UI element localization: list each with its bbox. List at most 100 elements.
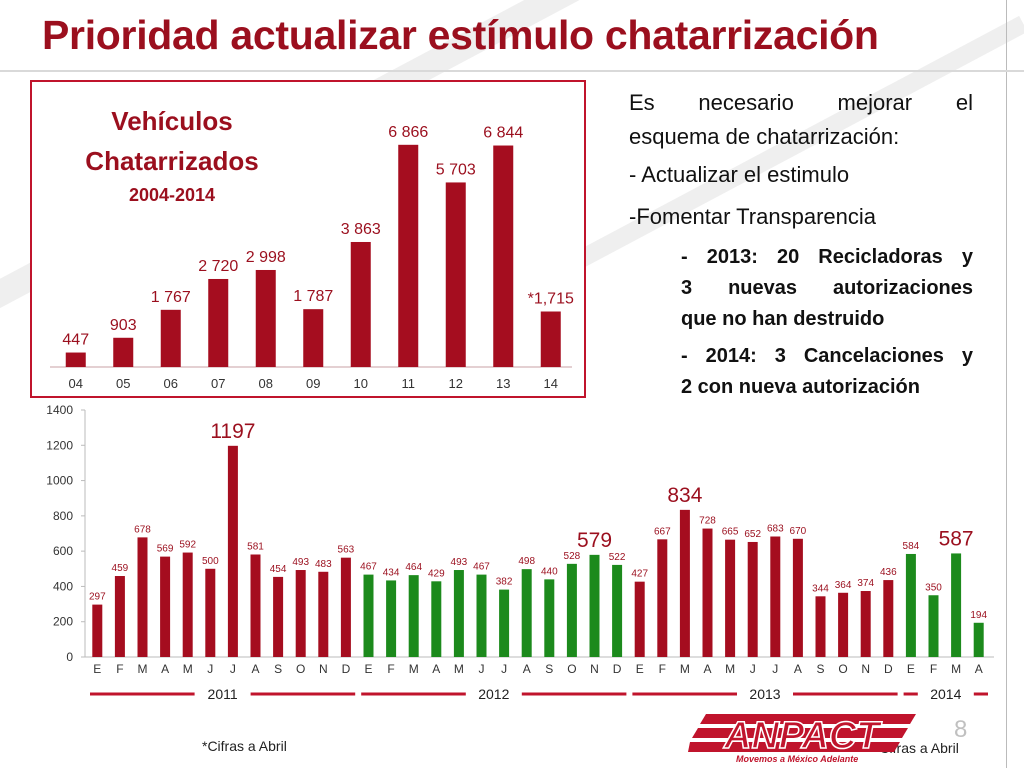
monthly-highlight-label: 587 <box>939 527 974 550</box>
logo-wordmark: ANPACT <box>723 715 882 757</box>
annual-data-label: *1,715 <box>528 291 574 308</box>
monthly-data-label: 429 <box>428 568 445 579</box>
annual-data-label: 2 998 <box>246 249 286 266</box>
monthly-bar <box>363 574 374 657</box>
footnote-left: *Cifras a Abril <box>202 738 287 754</box>
monthly-month-label: O <box>838 662 847 676</box>
monthly-data-label: 382 <box>496 577 513 588</box>
annual-tick-label: 04 <box>69 376 83 391</box>
monthly-data-label: 344 <box>812 583 829 594</box>
annual-data-label: 5 703 <box>436 161 476 178</box>
annual-bar <box>255 269 276 367</box>
annual-bar <box>208 278 229 367</box>
annual-tick-label: 10 <box>354 376 368 391</box>
monthly-y-tick-label: 800 <box>53 509 73 523</box>
sub-2014-line2: 2 con nueva autorización <box>681 376 920 398</box>
page-title: Prioridad actualizar estímulo chatarriza… <box>42 12 879 58</box>
monthly-month-label: A <box>703 662 711 676</box>
annual-tick-label: 08 <box>259 376 273 391</box>
monthly-data-label: 670 <box>790 526 807 537</box>
monthly-bar <box>860 591 871 657</box>
year-group-label-box <box>465 683 522 705</box>
year-group-label: 2014 <box>930 686 961 702</box>
monthly-month-label: E <box>636 662 644 676</box>
monthly-y-tick-label: 1000 <box>46 474 73 488</box>
monthly-y-tick-label: 400 <box>53 579 73 593</box>
annual-tick-label: 09 <box>306 376 320 391</box>
year-group-label-box <box>194 683 251 705</box>
annual-bar <box>540 311 561 367</box>
monthly-bar <box>205 568 216 657</box>
monthly-month-label: M <box>183 662 193 676</box>
monthly-data-label: 297 <box>89 592 106 603</box>
monthly-month-label: S <box>274 662 282 676</box>
annual-data-label: 2 720 <box>198 258 238 275</box>
monthly-month-label: S <box>816 662 824 676</box>
monthly-data-label: 652 <box>744 529 761 540</box>
monthly-month-label: J <box>230 662 236 676</box>
annual-bar <box>350 241 371 367</box>
monthly-month-label: J <box>750 662 756 676</box>
edge-line <box>1006 0 1007 768</box>
monthly-month-label: A <box>975 662 983 676</box>
annual-data-label: 1 767 <box>151 289 191 306</box>
annual-data-label: 903 <box>110 317 137 334</box>
monthly-bar <box>883 580 894 657</box>
monthly-month-label: M <box>725 662 735 676</box>
monthly-month-label: J <box>772 662 778 676</box>
monthly-data-label: 592 <box>179 540 196 551</box>
monthly-data-label: 493 <box>292 557 309 568</box>
monthly-month-label: M <box>409 662 419 676</box>
monthly-month-label: M <box>680 662 690 676</box>
monthly-month-label: E <box>93 662 101 676</box>
monthly-bar <box>521 569 532 657</box>
monthly-data-label: 434 <box>383 567 400 578</box>
annual-bar <box>113 337 134 367</box>
monthly-month-label: F <box>930 662 937 676</box>
monthly-bar <box>951 553 962 657</box>
monthly-bar <box>453 570 464 657</box>
monthly-month-label: E <box>907 662 915 676</box>
monthly-bar <box>295 570 306 657</box>
page-number: 8 <box>954 716 968 743</box>
monthly-bar <box>905 553 916 657</box>
monthly-bar <box>566 563 577 657</box>
year-group-label: 2013 <box>749 686 780 702</box>
monthly-bar <box>702 528 713 657</box>
monthly-bar <box>815 596 826 657</box>
annual-bar <box>398 144 419 367</box>
monthly-bar <box>137 537 148 657</box>
monthly-data-label: 584 <box>903 541 920 552</box>
annual-data-label: 6 866 <box>388 124 428 141</box>
monthly-data-label: 500 <box>202 556 219 567</box>
monthly-bar <box>340 557 351 657</box>
monthly-month-label: A <box>523 662 531 676</box>
monthly-month-label: D <box>342 662 351 676</box>
monthly-month-label: N <box>590 662 599 676</box>
monthly-data-label: 427 <box>631 569 648 580</box>
monthly-bar <box>182 552 193 657</box>
monthly-data-label: 522 <box>609 552 626 563</box>
sub-2014-line1: - 2014: 3 Cancelaciones y <box>681 345 973 367</box>
monthly-bar <box>227 445 238 657</box>
monthly-bar <box>408 575 419 657</box>
annual-tick-label: 06 <box>164 376 178 391</box>
year-group-label-box <box>917 683 974 705</box>
monthly-data-label: 563 <box>338 545 355 556</box>
monthly-data-label: 667 <box>654 526 671 537</box>
monthly-month-label: D <box>613 662 622 676</box>
monthly-month-label: O <box>567 662 576 676</box>
monthly-bar <box>250 554 261 657</box>
monthly-month-label: M <box>951 662 961 676</box>
monthly-data-label: 678 <box>134 524 151 535</box>
monthly-month-label: M <box>454 662 464 676</box>
intro-line1: Es necesario mejorar el <box>629 90 973 115</box>
sub-2013-line2: 3 nuevas autorizaciones <box>681 277 973 299</box>
monthly-bar-chart: 0 200 400 600 800 1000 1200 1400 297 E 459 F 678 M 569… <box>46 403 994 705</box>
annual-tick-label: 13 <box>496 376 510 391</box>
annual-data-label: 3 863 <box>341 221 381 238</box>
monthly-month-label: J <box>501 662 507 676</box>
year-group-label: 2012 <box>478 686 509 702</box>
monthly-bar <box>973 622 984 657</box>
annual-bar <box>65 352 86 367</box>
